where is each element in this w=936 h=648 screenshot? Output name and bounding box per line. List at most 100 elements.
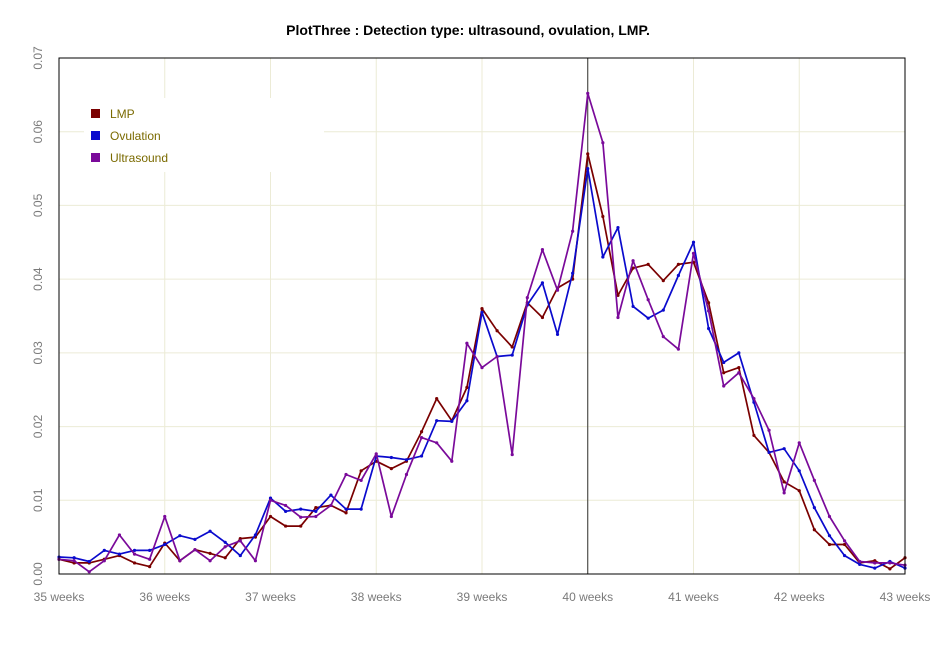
data-point [465,341,469,345]
x-tick-label: 40 weeks [562,590,613,604]
data-point [661,335,665,339]
legend-label: LMP [110,107,135,121]
data-point [419,436,424,440]
data-point [540,315,545,320]
data-point [344,507,348,511]
legend-label: Ultrasound [110,151,168,165]
data-point [465,399,469,403]
data-point [465,385,469,390]
data-point [148,557,152,561]
data-point [389,514,393,519]
data-point [450,419,454,424]
data-point [691,251,696,255]
data-point [284,524,288,528]
data-point [555,288,560,292]
data-point [480,310,484,314]
data-point [646,298,650,302]
data-point [707,326,711,331]
data-point [117,552,122,556]
data-point [178,534,182,538]
x-tick-label: 43 weeks [880,590,931,604]
data-point [268,498,273,502]
data-point [510,452,514,457]
data-point [737,351,741,355]
data-point [888,567,892,571]
data-point [253,559,257,563]
data-point [812,528,816,532]
data-point [419,430,424,434]
data-point [707,301,711,305]
chart-title: PlotThree : Detection type: ultrasound, … [286,22,650,38]
y-tick-label: 0.07 [31,46,45,70]
data-point [495,329,499,333]
data-point [797,441,801,445]
data-point [359,478,363,482]
y-tick-label: 0.04 [31,267,45,291]
data-point [661,308,665,312]
data-point [419,454,424,458]
data-point [752,396,756,401]
data-point [238,537,242,541]
data-point [752,433,756,438]
data-point [359,507,363,511]
data-point [631,259,635,263]
data-point [631,266,635,270]
data-point [842,542,847,547]
series-ultrasound [57,91,907,574]
x-tick-label: 35 weeks [34,590,85,604]
data-point [888,561,892,565]
data-point [601,214,605,219]
data-point [314,514,318,519]
data-point [238,539,242,543]
data-point [435,441,439,445]
data-point [208,529,212,533]
data-point [329,493,333,497]
data-point [586,91,590,95]
data-point [722,360,726,365]
data-point [299,515,303,519]
data-point [148,548,152,553]
legend: LMP Ovulation Ultrasound [84,98,324,172]
data-point [631,304,635,309]
data-point [495,354,499,359]
y-tick-label: 0.02 [31,415,45,439]
data-point [842,539,847,543]
data-point [374,452,378,456]
data-point [132,561,137,565]
x-tick-label: 37 weeks [245,590,296,604]
data-point [268,496,273,500]
y-tick-label: 0.01 [31,488,45,512]
data-point [238,553,242,558]
x-tick-label: 42 weeks [774,590,825,604]
data-point [873,559,877,563]
data-point [797,469,801,473]
data-point [163,514,167,519]
data-point [873,566,877,570]
data-point [284,503,288,508]
x-axis-tick-labels: 35 weeks 36 weeks 37 weeks 38 weeks 39 weeks… [34,590,931,604]
data-point [616,225,620,230]
data-point [616,293,620,297]
x-tick-label: 41 weeks [668,590,719,604]
data-point [132,552,137,556]
data-point [268,514,273,519]
data-point [646,316,650,320]
data-point [722,371,726,375]
data-point [737,371,741,375]
data-point [601,255,605,259]
data-point [555,332,560,337]
data-point [842,553,847,558]
legend-background [84,98,324,172]
data-point [571,271,575,275]
data-point [646,262,650,266]
data-point [389,455,393,460]
data-point [344,511,348,515]
data-point [72,556,76,560]
data-point [676,347,680,351]
data-point [253,533,257,537]
data-point [208,559,212,563]
series-lmp [57,152,907,571]
data-point [616,315,620,320]
data-point [72,559,76,563]
